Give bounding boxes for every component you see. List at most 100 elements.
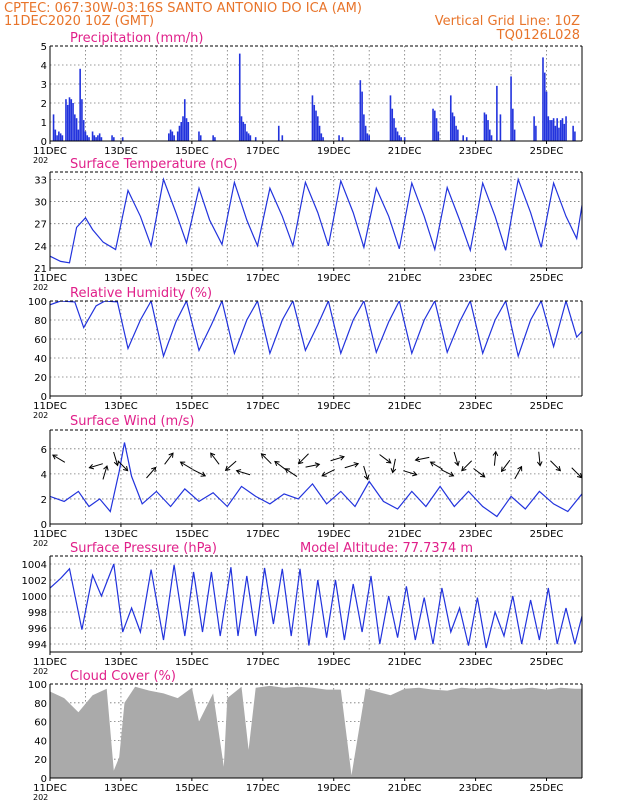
wind-arrow-head [297, 459, 304, 465]
rh-ytick-label: 40 [34, 354, 47, 365]
wind-arrow [461, 460, 473, 472]
pressure-xtick-label: 25DEC [530, 657, 564, 668]
cloud-title: Cloud Cover (%) [70, 669, 176, 684]
wind-arrow [164, 452, 174, 465]
precip-bar [97, 135, 99, 141]
pressure-xtick-label: 21DEC [388, 657, 422, 668]
wind-arrow-head [517, 465, 523, 472]
wind-xtick-label: 19DEC [317, 529, 351, 540]
wind-arrow-shaft [261, 453, 272, 465]
precip-bar [545, 91, 548, 141]
temp-xtick-label: 25DEC [530, 273, 564, 284]
precip-bar [82, 120, 85, 141]
wind-line [50, 442, 582, 518]
wind-arrow-shaft [461, 460, 473, 472]
wind-arrow [192, 469, 207, 477]
precip-bar [574, 131, 576, 141]
precip-bar [176, 131, 179, 141]
wind-arrow-shaft [285, 468, 298, 478]
precip-bar [246, 131, 248, 141]
pressure-ytick-label: 994 [28, 640, 47, 651]
precip-bar [52, 114, 55, 141]
cloud-xtick-label: 19DEC [317, 783, 351, 794]
pressure-series [50, 563, 582, 649]
precip-xtick-label: 15DEC [175, 146, 209, 157]
wind-arrow [453, 451, 460, 467]
precip-bar [368, 135, 370, 141]
wind-xtick-label: 17DEC [246, 529, 280, 540]
header-date: 11DEC2020 10Z (GMT) [4, 14, 154, 29]
wind-arrow-head [260, 453, 267, 459]
precip-bar [79, 68, 81, 141]
precip-bar [316, 116, 319, 141]
precip-bar [395, 127, 397, 141]
wind-arrow-shaft [102, 465, 108, 480]
precip-bar [254, 137, 257, 141]
precip-bar [68, 97, 71, 141]
wind-arrow-head [492, 450, 499, 457]
wind-ytick-label: 4 [41, 470, 47, 481]
precip-ytick-label: 2 [41, 99, 47, 110]
precip-bar [434, 110, 436, 141]
wind-arrow [305, 462, 321, 468]
precip-bar [485, 114, 488, 141]
wind-arrow-head [179, 461, 186, 467]
precip-bar [455, 125, 457, 141]
cloud-year-label: 202 [33, 793, 48, 800]
pressure-panel: 994 996 998 1000 1002 1004 11DEC 13DEC 15DEC 17DE… [22, 541, 583, 676]
wind-xtick-label: 21DEC [388, 529, 422, 540]
precip-bar [453, 116, 456, 141]
wind-arrow-head [224, 465, 231, 471]
precip-bar [313, 104, 316, 141]
wind-ytick-label: 2 [41, 495, 47, 506]
wind-arrow [284, 468, 298, 478]
wind-arrow [536, 451, 543, 467]
wind-arrow-head [454, 460, 460, 467]
precip-xtick-label: 11DEC [33, 146, 67, 157]
wind-arrow-shaft [274, 461, 287, 471]
wind-arrow-shaft [305, 463, 320, 468]
wind-arrow-head [390, 468, 397, 474]
precip-bar [91, 131, 94, 141]
cloud-area [50, 685, 582, 778]
wind-arrow-shaft [453, 451, 459, 466]
cloud-series [50, 685, 582, 778]
wind-arrow-shaft [379, 454, 392, 464]
precip-bar [483, 112, 486, 141]
wind-arrow-shaft [344, 463, 359, 469]
precip-bar [171, 131, 174, 141]
precip-bar [549, 120, 551, 141]
precip-bar [84, 131, 87, 141]
rh-xtick-label: 21DEC [388, 401, 422, 412]
wind-arrow [429, 461, 443, 470]
wind-arrow-head [500, 466, 507, 473]
precip-bar [542, 57, 544, 141]
precip-panel: 0 1 2 3 4 5 11DEC 13DEC 15DEC 17DEC 19DEC 21DEC 23DE… [33, 31, 583, 165]
precip-bar [198, 131, 200, 141]
precip-bar [93, 135, 96, 141]
wind-xtick-label: 15DEC [175, 529, 209, 540]
rh-xtick-label: 25DEC [530, 401, 564, 412]
pressure-xtick-label: 11DEC [33, 657, 67, 668]
wind-arrow-shaft [330, 456, 345, 462]
precip-bar [510, 76, 512, 141]
wind-year-label: 202 [33, 539, 48, 548]
cloud-xtick-label: 13DEC [104, 783, 138, 794]
temp-xtick-label: 17DEC [246, 273, 280, 284]
precip-bar [554, 125, 557, 141]
pressure-title: Surface Pressure (hPa) [70, 541, 217, 556]
wind-arrow [146, 466, 157, 479]
cloud-xtick-label: 15DEC [175, 783, 209, 794]
wind-arrow-head [113, 460, 120, 467]
wind-arrow [492, 450, 499, 466]
precip-bar [513, 129, 516, 141]
temp-xtick-label: 15DEC [175, 273, 209, 284]
wind-arrow [390, 458, 397, 474]
precip-year-label: 202 [33, 156, 48, 165]
precip-bar [77, 129, 80, 141]
precip-bar [547, 116, 550, 141]
precip-bar [400, 137, 402, 141]
wind-arrow-head [52, 454, 58, 460]
wind-arrow-shaft [113, 451, 119, 466]
rh-ytick-label: 20 [34, 373, 47, 384]
